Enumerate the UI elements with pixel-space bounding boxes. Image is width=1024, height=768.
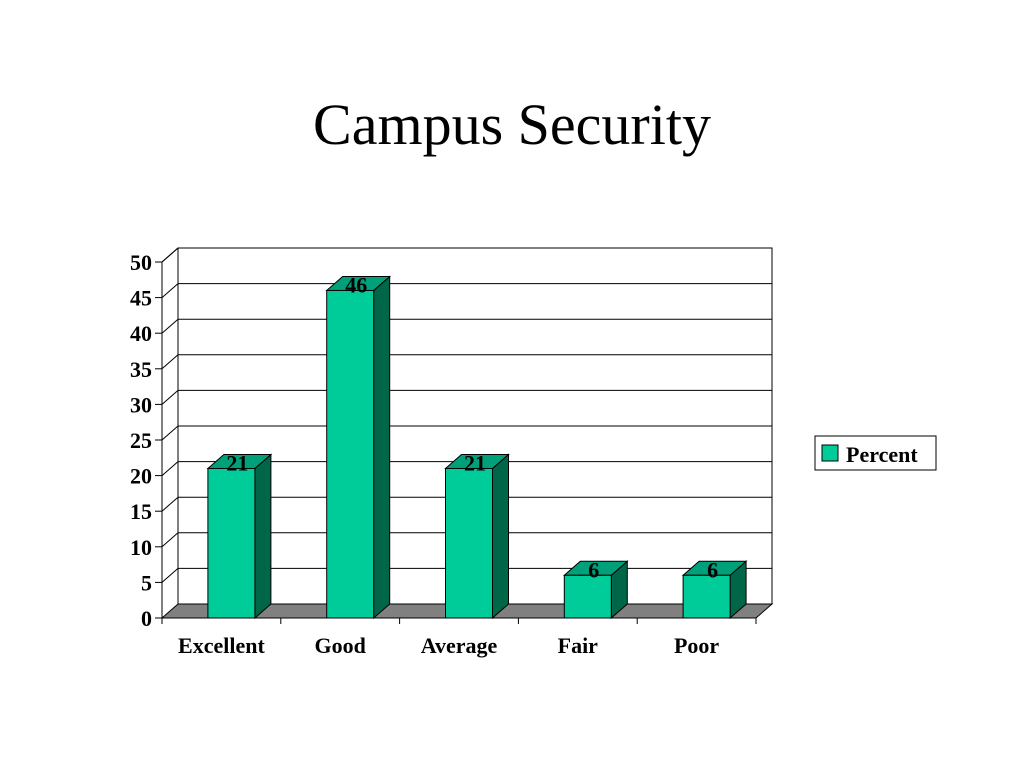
bar-side [254,453,272,620]
data-labels: 21 46 21 6 6 [226,272,718,582]
bar [562,560,629,620]
y-tick-label: 45 [130,286,152,311]
bar [206,453,273,620]
legend-label: Percent [846,442,918,467]
data-label: 21 [226,450,248,475]
gridline-side [161,390,179,405]
y-tick-label: 20 [130,464,152,489]
y-tick-label: 0 [141,606,152,631]
gridline-side [161,532,179,548]
data-label: 6 [588,557,599,582]
x-axis: Excellent Good Average Fair Poor [161,617,757,658]
bar-series [206,275,748,620]
gridline-side [161,247,179,263]
y-tick-label: 35 [130,357,152,382]
bar [444,453,510,620]
gridline-side [161,461,179,476]
y-tick-label: 50 [130,250,152,275]
gridline-side [161,496,179,512]
chart-title: Campus Security [313,92,711,157]
data-label: 21 [464,450,486,475]
bar [681,560,748,620]
y-tick-label: 5 [141,570,152,595]
y-tick-label: 25 [130,428,152,453]
y-tick-label: 30 [130,392,152,417]
bar-front [207,467,256,619]
bar [325,275,392,620]
x-tick-label: Good [315,633,366,658]
bar-front [563,574,612,619]
gridline-side [161,568,179,583]
y-tick-label: 15 [130,499,152,524]
x-tick-label: Fair [558,633,599,658]
y-tick-label: 10 [130,535,152,560]
gridline-side [161,425,179,441]
legend: Percent [814,435,937,471]
gridline-side [161,283,179,298]
gridline-side [161,354,179,370]
x-tick-label: Poor [674,633,719,658]
bar-front [445,467,493,619]
data-label: 46 [345,272,367,297]
data-label: 6 [707,557,718,582]
bar-side [492,453,509,620]
gridline-side [161,318,179,334]
bar-front [682,574,731,619]
y-tick-label: 40 [130,321,152,346]
bar-side [373,275,391,620]
bar-front [326,289,375,619]
legend-swatch [821,444,839,462]
y-axis: 0 5 10 15 20 25 30 35 40 45 50 [130,250,163,631]
x-tick-label: Excellent [178,633,265,658]
x-tick-label: Average [421,633,498,658]
